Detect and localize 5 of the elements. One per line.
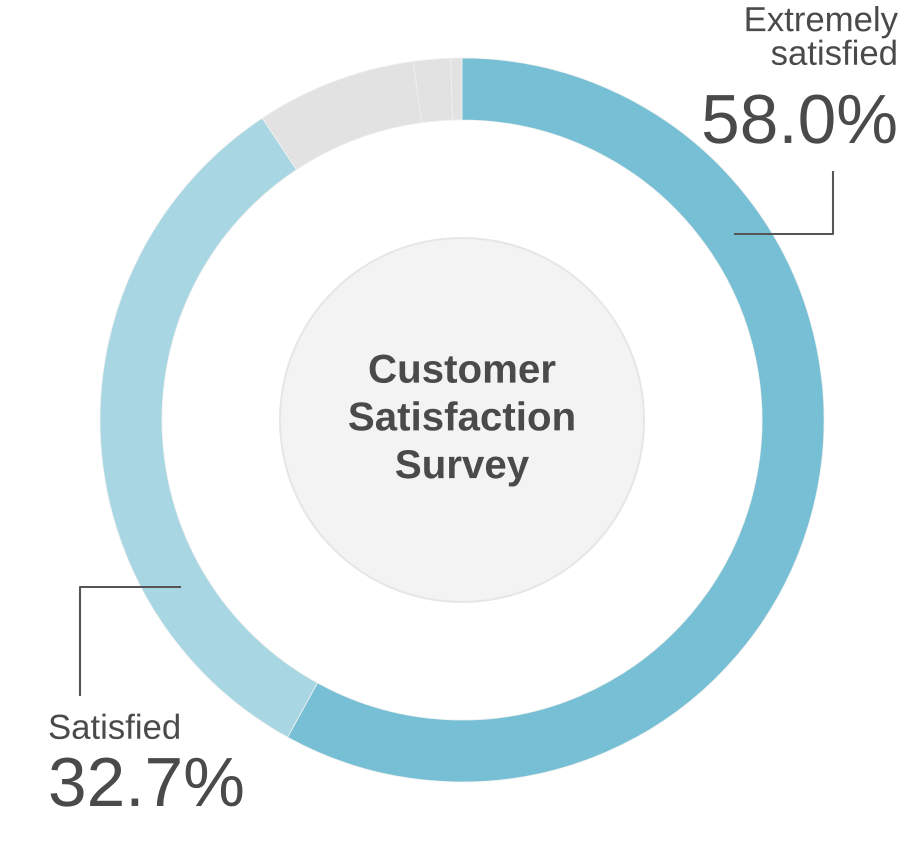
- slice-label: Extremely satisfied: [746, 6, 898, 66]
- slice-label: Satisfied: [50, 714, 179, 740]
- data-label: 32.7%: [50, 757, 242, 807]
- text: Customer Satisfaction Survey: [349, 354, 574, 487]
- data-label: 58.0%: [704, 94, 896, 144]
